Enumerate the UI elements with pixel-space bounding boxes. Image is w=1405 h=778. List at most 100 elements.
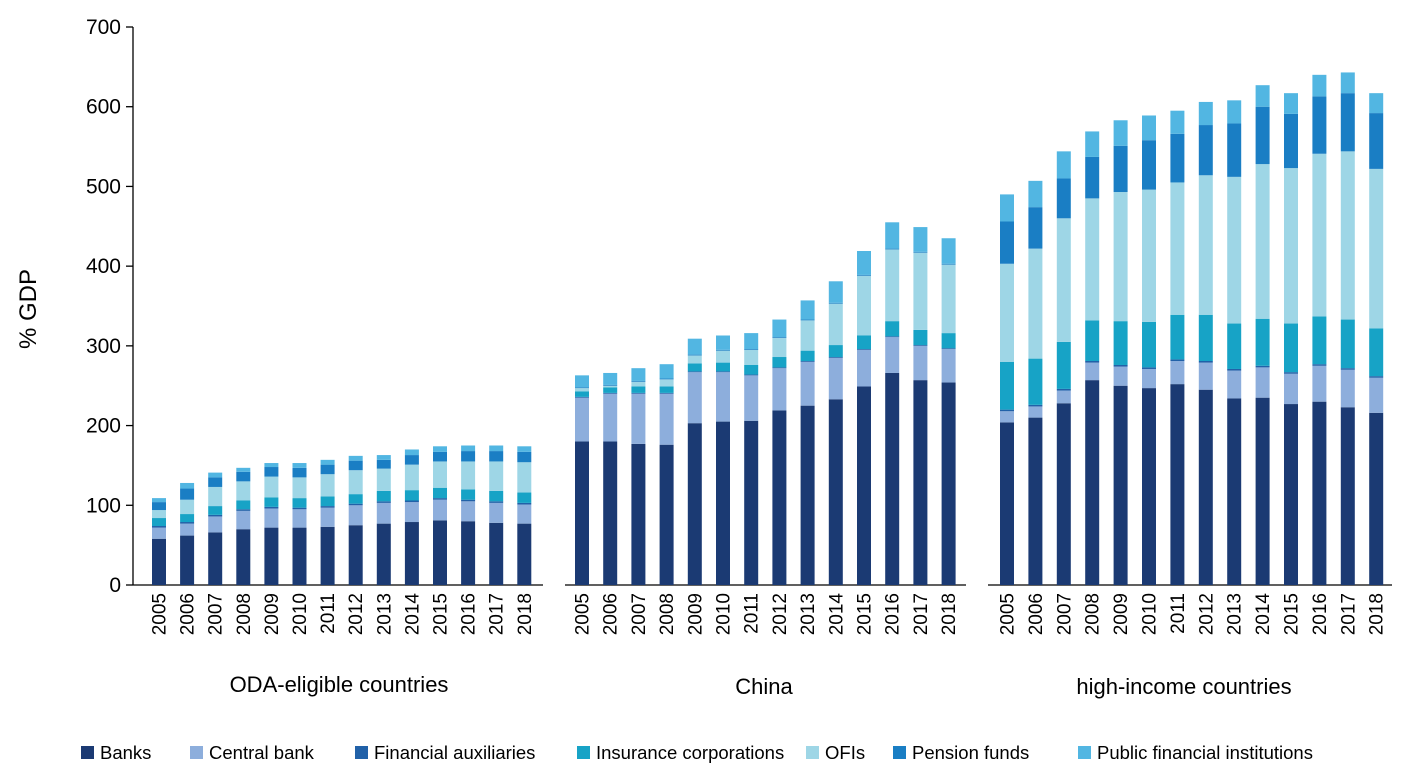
bar-segment	[489, 490, 504, 502]
bar-segment	[152, 498, 166, 503]
x-tick-label: 2006	[601, 593, 622, 635]
bar-segment	[1085, 198, 1100, 321]
bar-segment	[236, 471, 251, 482]
bar-segment	[1284, 372, 1298, 374]
x-tick-label: 2007	[1054, 593, 1075, 635]
bar-segment	[716, 372, 730, 422]
bar-segment	[941, 349, 956, 383]
bar-segment	[517, 523, 532, 585]
bar-segment	[716, 350, 730, 363]
bar-segment	[376, 502, 391, 524]
bar-segment	[461, 499, 476, 502]
bar-segment	[152, 510, 166, 519]
group-label: ODA-eligible countries	[230, 672, 449, 697]
bar-segment	[152, 538, 166, 585]
bar-segment	[800, 300, 815, 320]
bar-segment	[857, 335, 871, 350]
bar-segment	[941, 348, 956, 350]
bar-segment	[913, 345, 928, 381]
y-tick-label: 100	[86, 494, 121, 517]
bar-segment	[1369, 377, 1384, 413]
bar-segment	[828, 345, 843, 358]
bar-segment	[1085, 361, 1100, 363]
bar-segment	[292, 467, 307, 478]
bar-segment	[631, 368, 646, 381]
bar-segment	[461, 501, 476, 522]
bar-segment	[1255, 164, 1270, 319]
bar-segment	[1113, 120, 1128, 146]
bar-segment	[603, 372, 618, 385]
x-tick-label: 2015	[855, 593, 876, 635]
bar-segment	[376, 523, 391, 585]
bar-segment	[1170, 110, 1185, 134]
x-tick-label: 2018	[939, 593, 960, 635]
bar-segment	[208, 486, 223, 507]
bar-group	[152, 445, 532, 585]
y-tick-label: 200	[86, 415, 121, 438]
x-axis: 2005 2006 2007 2008 2009 2010 2011 2012 2013 2014…	[150, 593, 1388, 636]
bar-segment	[631, 443, 646, 585]
bar-segment	[376, 459, 391, 469]
bar-segment	[292, 477, 307, 499]
bar-segment	[1312, 74, 1327, 97]
bar-segment	[885, 337, 900, 373]
bar-segment	[376, 490, 391, 502]
bar-segment	[264, 467, 279, 477]
x-tick-label: 2011	[742, 593, 763, 634]
bar-segment	[913, 380, 928, 585]
x-tick-label: 2015	[431, 593, 452, 635]
bar-segment	[180, 482, 195, 489]
bar-segment	[1028, 417, 1043, 585]
y-tick-label: 0	[109, 574, 121, 597]
bar-segment	[264, 476, 279, 498]
bar-segment	[264, 508, 279, 528]
legend-swatch	[893, 746, 906, 759]
bar-segment	[1028, 248, 1043, 359]
bar-segment	[575, 391, 589, 397]
bar-segment	[180, 535, 195, 585]
bar-group	[575, 222, 956, 585]
bar-segment	[461, 521, 476, 585]
legend: Banks Central bank Financial auxiliaries In…	[81, 742, 1313, 763]
bar-segment	[236, 467, 251, 472]
bar-segment	[687, 372, 702, 424]
bar-segment	[659, 386, 674, 393]
bar-segment	[208, 532, 223, 585]
bar-segment	[1170, 133, 1185, 183]
bar-segment	[433, 461, 447, 488]
legend-item: Public financial institutions	[1078, 742, 1313, 763]
bar-segment	[941, 264, 956, 334]
bars	[152, 72, 1384, 585]
bar-segment	[1369, 168, 1384, 329]
bar-segment	[1227, 176, 1242, 324]
bar-segment	[941, 238, 956, 264]
bar-segment	[180, 488, 195, 500]
bar-segment	[1369, 328, 1384, 377]
legend-label: Public financial institutions	[1097, 742, 1313, 763]
bar-segment	[885, 222, 900, 249]
bar-segment	[404, 522, 419, 585]
bar-segment	[292, 498, 307, 508]
bar-segment	[885, 321, 900, 337]
bar-segment	[1170, 384, 1185, 585]
bar-segment	[348, 525, 363, 585]
bar-segment	[264, 527, 279, 585]
bar-segment	[320, 459, 335, 465]
x-tick-label: 2005	[998, 593, 1019, 635]
bar-segment	[659, 392, 674, 394]
bar-segment	[1142, 140, 1156, 190]
bar-segment	[1340, 368, 1355, 370]
bar-segment	[320, 507, 335, 527]
bar-segment	[1312, 153, 1327, 317]
bar-segment	[885, 372, 900, 585]
x-tick-label: 2010	[714, 593, 735, 635]
x-tick-label: 2018	[515, 593, 536, 635]
bar-segment	[236, 529, 251, 585]
bar-segment	[800, 361, 815, 362]
bar-segment	[489, 461, 504, 491]
bar-segment	[857, 349, 871, 350]
bar-segment	[575, 396, 589, 398]
bar-segment	[1113, 385, 1128, 585]
